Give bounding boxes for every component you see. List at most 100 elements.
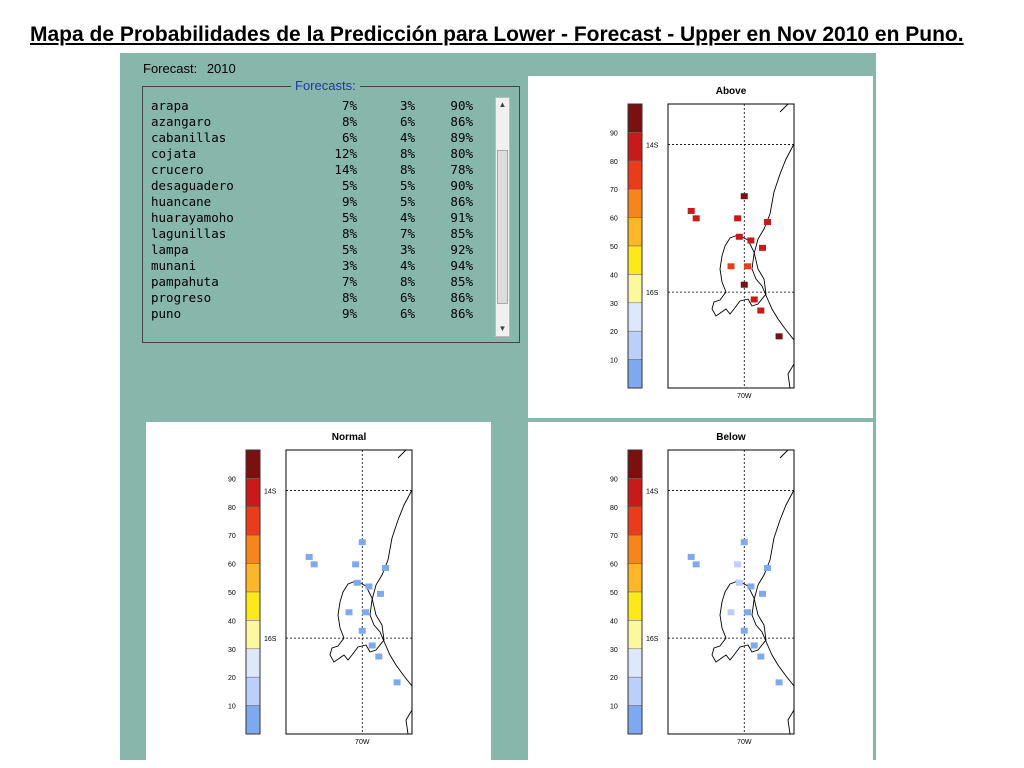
forecast-row-progreso[interactable]: progreso 8% 6% 86%: [151, 290, 473, 306]
station-marker[interactable]: [692, 561, 700, 568]
legend-band: [627, 302, 643, 332]
legend-tick-label: 10: [610, 704, 618, 711]
station-marker[interactable]: [310, 561, 318, 568]
station-marker[interactable]: [735, 233, 743, 240]
station-marker[interactable]: [692, 215, 700, 222]
legend-band: [627, 648, 643, 678]
scroll-down-arrow-icon[interactable]: ▼: [498, 324, 507, 333]
below-map-outlines: [711, 450, 794, 734]
forecast-row-cabanillas[interactable]: cabanillas 6% 4% 89%: [151, 130, 473, 146]
legend-tick-label: 30: [610, 647, 618, 654]
legend-tick-label: 70: [610, 187, 618, 194]
forecasts-listbox[interactable]: Forecasts: arapa 7% 3% 90% azangaro 8% 6% 86% ca…: [142, 78, 520, 343]
forecasts-group-label: Forecasts:: [291, 78, 360, 93]
forecast-cell-lower: 8%: [341, 290, 357, 305]
station-marker[interactable]: [775, 679, 783, 686]
lat-label: 14S: [646, 489, 659, 496]
station-marker[interactable]: [740, 627, 748, 634]
forecast-row-arapa[interactable]: arapa 7% 3% 90%: [151, 98, 473, 114]
legend-tick-label: 50: [610, 590, 618, 597]
forecast-cell-lower: 9%: [341, 194, 357, 209]
forecast-cell-upper: 94%: [450, 258, 473, 273]
station-marker[interactable]: [393, 679, 401, 686]
station-marker[interactable]: [744, 263, 752, 270]
scroll-up-arrow-icon[interactable]: ▲: [498, 100, 507, 109]
forecast-row-crucero[interactable]: crucero 14% 8% 78%: [151, 162, 473, 178]
forecasts-scrollbar[interactable]: ▲ ▼: [495, 97, 510, 337]
forecast-row-azangaro[interactable]: azangaro 8% 6% 86%: [151, 114, 473, 130]
station-marker[interactable]: [759, 590, 766, 597]
forecast-cell-upper: 86%: [450, 114, 473, 129]
station-marker[interactable]: [305, 553, 313, 560]
legend-tick-label: 40: [228, 618, 236, 625]
station-marker[interactable]: [775, 333, 783, 340]
legend-band: [627, 103, 643, 133]
forecast-cell-lower: 7%: [341, 98, 357, 113]
lon-label: 70W: [355, 739, 370, 746]
station-marker[interactable]: [358, 539, 366, 546]
forecast-row-pampahuta[interactable]: pampahuta 7% 8% 85%: [151, 274, 473, 290]
station-marker[interactable]: [358, 627, 366, 634]
forecast-cell-name: pampahuta: [151, 274, 219, 289]
forecast-cell-lower: 7%: [341, 274, 357, 289]
station-marker[interactable]: [735, 579, 743, 586]
station-marker[interactable]: [345, 609, 353, 616]
scroll-thumb[interactable]: [497, 150, 508, 304]
forecast-row-munani[interactable]: munani 3% 4% 94%: [151, 258, 473, 274]
station-marker[interactable]: [352, 561, 360, 568]
station-marker[interactable]: [687, 553, 695, 560]
legend-band: [627, 534, 643, 564]
forecast-cell-upper: 90%: [450, 178, 473, 193]
station-marker[interactable]: [734, 561, 742, 568]
forecast-cell-forecast: 3%: [399, 242, 415, 257]
station-marker[interactable]: [368, 642, 376, 649]
station-marker[interactable]: [740, 539, 748, 546]
station-marker[interactable]: [727, 609, 735, 616]
legend-tick-label: 50: [228, 590, 236, 597]
station-marker[interactable]: [747, 583, 755, 590]
station-marker[interactable]: [687, 207, 695, 214]
forecast-cell-upper: 85%: [450, 226, 473, 241]
station-marker[interactable]: [740, 281, 748, 288]
station-marker[interactable]: [759, 244, 766, 251]
legend-band: [245, 676, 261, 706]
forecast-row-lagunillas[interactable]: lagunillas 8% 7% 85%: [151, 226, 473, 242]
station-marker[interactable]: [734, 215, 742, 222]
legend-band: [627, 449, 643, 479]
station-marker[interactable]: [750, 296, 758, 303]
legend-tick-label: 90: [228, 476, 236, 483]
forecast-cell-name: lagunillas: [151, 226, 227, 241]
above-map-title: Above: [716, 86, 747, 97]
forecast-row-cojata[interactable]: cojata 12% 8% 80%: [151, 146, 473, 162]
station-marker[interactable]: [365, 583, 373, 590]
station-marker[interactable]: [763, 565, 771, 572]
forecast-row-lampa[interactable]: lampa 5% 3% 92%: [151, 242, 473, 258]
above-map-outlines: [711, 104, 794, 388]
station-marker[interactable]: [727, 263, 735, 270]
station-marker[interactable]: [740, 193, 748, 200]
forecast-cell-name: munani: [151, 258, 197, 273]
forecast-cell-forecast: 7%: [399, 226, 415, 241]
station-marker[interactable]: [744, 609, 752, 616]
above-map-svg: Above 90 80 70 60 50 40 30 20 10 14S 16S 70W: [610, 86, 795, 400]
station-marker[interactable]: [353, 579, 361, 586]
station-marker[interactable]: [757, 653, 765, 660]
legend-tick-label: 50: [610, 244, 618, 251]
station-marker[interactable]: [377, 590, 384, 597]
legend-band: [245, 591, 261, 621]
station-marker[interactable]: [750, 642, 758, 649]
station-marker[interactable]: [375, 653, 383, 660]
station-marker[interactable]: [747, 237, 755, 244]
forecast-cell-forecast: 6%: [399, 290, 415, 305]
forecast-row-desaguadero[interactable]: desaguadero 5% 5% 90%: [151, 178, 473, 194]
station-marker[interactable]: [763, 219, 771, 226]
station-marker[interactable]: [757, 307, 765, 314]
forecast-cell-name: puno: [151, 306, 182, 321]
forecast-row-huancane[interactable]: huancane 9% 5% 86%: [151, 194, 473, 210]
station-marker[interactable]: [381, 565, 389, 572]
forecast-row-huarayamoho[interactable]: huarayamoho 5% 4% 91%: [151, 210, 473, 226]
normal-map-outlines: [329, 450, 412, 734]
forecast-row-puno[interactable]: puno 9% 6% 86%: [151, 306, 473, 322]
station-marker[interactable]: [362, 609, 370, 616]
legend-band: [627, 478, 643, 508]
